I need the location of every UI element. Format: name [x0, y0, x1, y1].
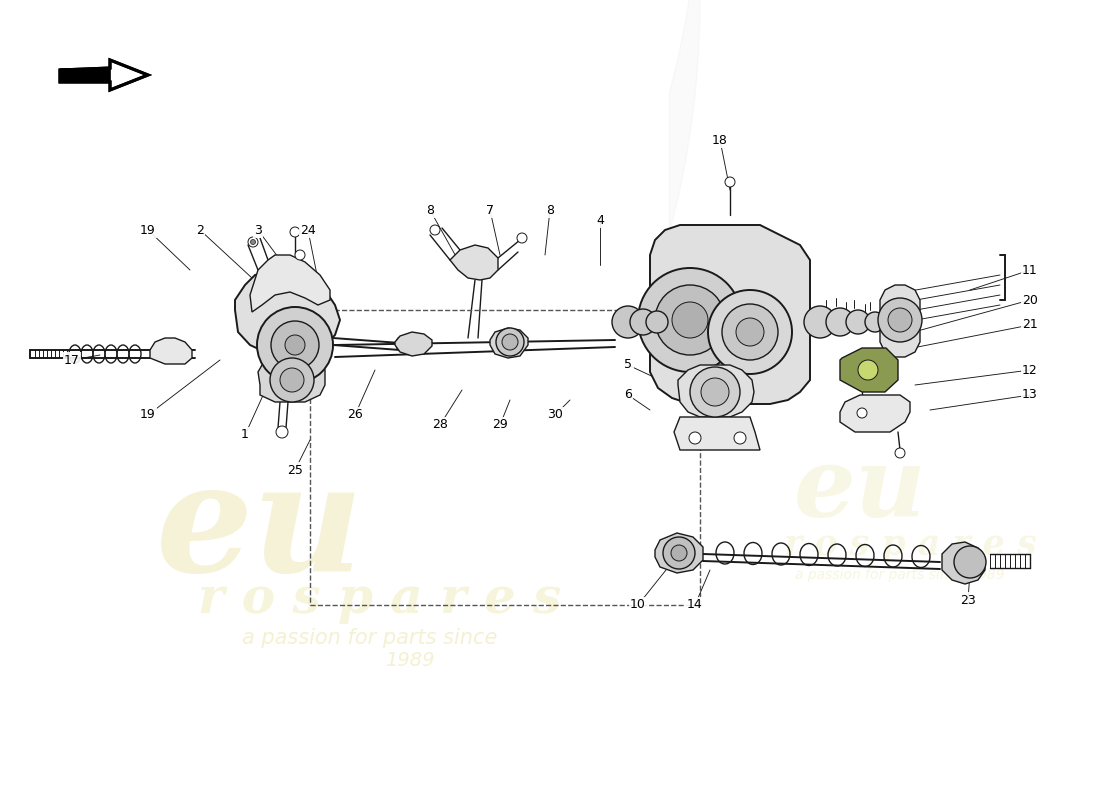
Circle shape — [663, 537, 695, 569]
Circle shape — [646, 311, 668, 333]
Circle shape — [612, 306, 643, 338]
Circle shape — [858, 360, 878, 380]
Polygon shape — [678, 365, 754, 417]
Text: 19: 19 — [140, 409, 156, 422]
Circle shape — [285, 335, 305, 355]
Circle shape — [689, 432, 701, 444]
Circle shape — [290, 227, 300, 237]
Text: 12: 12 — [1022, 363, 1038, 377]
Circle shape — [672, 302, 708, 338]
Text: eu: eu — [794, 443, 926, 537]
Text: 6: 6 — [624, 389, 631, 402]
Text: 13: 13 — [1022, 389, 1038, 402]
Text: 11: 11 — [1022, 263, 1038, 277]
Text: r o s p a r e s: r o s p a r e s — [198, 575, 562, 625]
Circle shape — [804, 306, 836, 338]
Circle shape — [638, 268, 743, 372]
Polygon shape — [942, 542, 985, 584]
Circle shape — [430, 225, 440, 235]
Text: 5: 5 — [624, 358, 632, 371]
Text: 23: 23 — [960, 594, 976, 606]
Circle shape — [654, 285, 725, 355]
Polygon shape — [150, 338, 192, 364]
Circle shape — [895, 448, 905, 458]
Text: 8: 8 — [426, 203, 434, 217]
Text: 21: 21 — [1022, 318, 1038, 331]
Circle shape — [690, 367, 740, 417]
Circle shape — [865, 312, 886, 332]
Text: 8: 8 — [546, 203, 554, 217]
Circle shape — [270, 358, 314, 402]
Polygon shape — [450, 245, 498, 280]
Circle shape — [630, 309, 656, 335]
Circle shape — [846, 310, 870, 334]
Text: a passion for parts since: a passion for parts since — [242, 628, 497, 648]
Polygon shape — [650, 225, 810, 404]
Text: eu: eu — [156, 455, 364, 605]
Circle shape — [857, 408, 867, 418]
Circle shape — [276, 426, 288, 438]
Text: 17: 17 — [64, 354, 80, 366]
Text: 1: 1 — [241, 429, 249, 442]
Text: 7: 7 — [486, 203, 494, 217]
Polygon shape — [880, 285, 920, 357]
Polygon shape — [840, 348, 898, 392]
Polygon shape — [395, 332, 432, 356]
Circle shape — [496, 328, 524, 356]
Text: 20: 20 — [1022, 294, 1038, 306]
Circle shape — [251, 239, 255, 245]
Text: 10: 10 — [630, 598, 646, 611]
Text: a passion for parts since 1989: a passion for parts since 1989 — [795, 568, 1004, 582]
Text: 3: 3 — [254, 223, 262, 237]
Circle shape — [878, 298, 922, 342]
Circle shape — [517, 233, 527, 243]
Circle shape — [725, 177, 735, 187]
Text: 30: 30 — [547, 409, 563, 422]
Text: 24: 24 — [300, 223, 316, 237]
Polygon shape — [674, 417, 760, 450]
Text: 4: 4 — [596, 214, 604, 226]
Circle shape — [734, 432, 746, 444]
Circle shape — [257, 307, 333, 383]
Text: 26: 26 — [348, 409, 363, 422]
Circle shape — [722, 304, 778, 360]
Polygon shape — [235, 270, 340, 355]
Circle shape — [708, 290, 792, 374]
Polygon shape — [60, 60, 148, 90]
Text: 14: 14 — [688, 598, 703, 611]
Text: r o s p a r e s: r o s p a r e s — [783, 528, 1036, 562]
Circle shape — [671, 545, 688, 561]
Text: 28: 28 — [432, 418, 448, 431]
Circle shape — [295, 250, 305, 260]
Polygon shape — [250, 255, 330, 312]
Circle shape — [888, 308, 912, 332]
Text: 2: 2 — [196, 223, 204, 237]
Polygon shape — [60, 68, 110, 82]
Circle shape — [736, 318, 764, 346]
Circle shape — [954, 546, 986, 578]
Circle shape — [280, 368, 304, 392]
Circle shape — [701, 378, 729, 406]
Polygon shape — [490, 328, 528, 358]
Circle shape — [248, 237, 258, 247]
Text: 18: 18 — [712, 134, 728, 146]
Polygon shape — [840, 395, 910, 432]
Circle shape — [826, 308, 854, 336]
Text: 1989: 1989 — [385, 650, 435, 670]
Text: 19: 19 — [140, 223, 156, 237]
Polygon shape — [258, 358, 324, 402]
Circle shape — [271, 321, 319, 369]
Circle shape — [162, 346, 178, 362]
Text: 25: 25 — [287, 463, 303, 477]
Text: 29: 29 — [492, 418, 508, 431]
Polygon shape — [654, 533, 703, 573]
Circle shape — [502, 334, 518, 350]
